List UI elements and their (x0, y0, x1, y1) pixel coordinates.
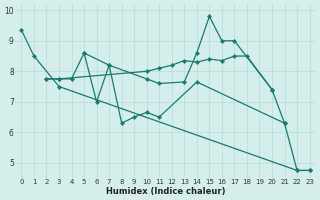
X-axis label: Humidex (Indice chaleur): Humidex (Indice chaleur) (106, 187, 225, 196)
